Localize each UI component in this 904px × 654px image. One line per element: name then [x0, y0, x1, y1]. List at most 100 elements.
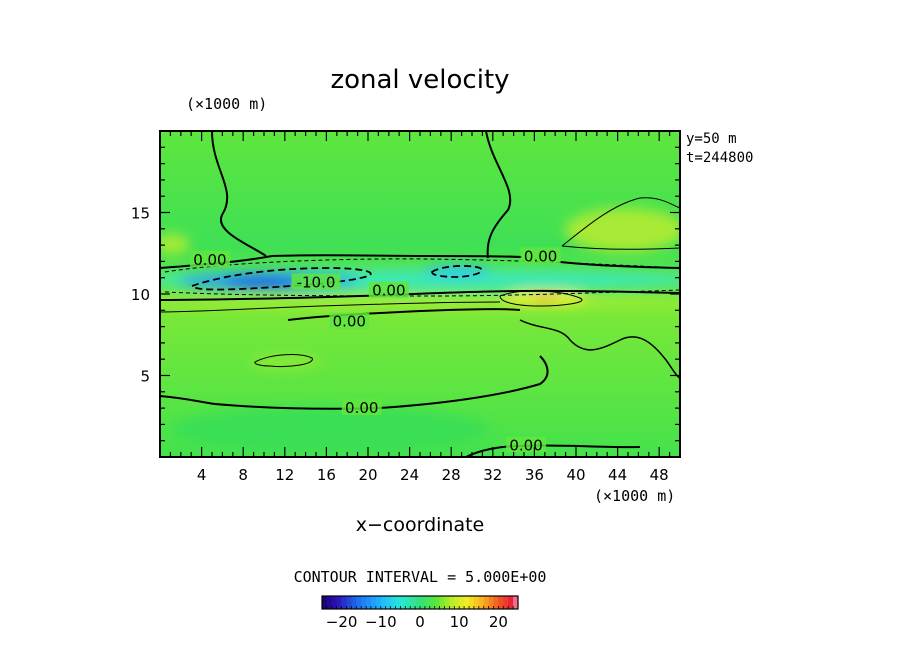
colorbar-cell	[385, 596, 391, 609]
south-lighter	[170, 406, 490, 454]
colorbar-cell	[439, 596, 445, 609]
contour-label-bg	[189, 250, 230, 267]
ne-positive	[565, 208, 680, 252]
colorbar-cell	[444, 596, 450, 609]
contour-pos5-east	[499, 290, 583, 307]
x-axis-label: x−coordinate	[356, 514, 485, 536]
colorbar-cell	[454, 596, 460, 609]
contour-neg10-east	[431, 265, 483, 278]
colorbar-cell	[429, 596, 435, 609]
colorbar-cell	[400, 596, 406, 609]
colorbar-cell	[488, 596, 494, 609]
colorbar-cell	[361, 596, 367, 609]
colorbar-cell	[346, 596, 352, 609]
colorbar-cell	[390, 596, 396, 609]
colorbar-cell	[405, 596, 411, 609]
y-tick-label: 10	[131, 286, 150, 304]
positive-band	[160, 296, 680, 308]
x-tick-label: 8	[238, 466, 248, 484]
contour-label-bg	[329, 312, 370, 329]
colorbar-cell	[415, 596, 421, 609]
colorbar-cell	[366, 596, 372, 609]
contour-label: -10.0	[297, 274, 336, 292]
colorbar-cell	[351, 596, 357, 609]
x-tick-label: 40	[566, 466, 585, 484]
colorbar-cell	[473, 596, 480, 609]
colorbar-cell	[326, 596, 333, 609]
x-tick-label: 36	[525, 466, 544, 484]
colorbar-cells	[322, 596, 519, 609]
x-tick-label: 44	[608, 466, 627, 484]
contour-label-bg	[291, 273, 341, 290]
contour-zero-mid	[287, 308, 521, 321]
colorbar-tick-label: 20	[489, 613, 508, 631]
y-tick-labels: 5 10 15	[131, 205, 150, 386]
contour-pos5-ne	[561, 197, 680, 250]
colorbar-tick-label: 10	[450, 613, 469, 631]
axis-ticks	[160, 131, 680, 457]
contour-label: 0.00	[372, 282, 405, 300]
colorbar-cell	[508, 596, 514, 609]
contour-label: 0.00	[509, 437, 542, 455]
colorbar-cell	[380, 596, 386, 609]
contour-zero-north-right	[485, 131, 512, 259]
y-axis-unit: (×1000 m)	[186, 95, 267, 113]
colorbar-cell	[503, 596, 509, 609]
contour-pos5-south	[160, 301, 501, 313]
contour-label: 0.00	[524, 248, 557, 266]
colorbar-cell	[371, 596, 377, 609]
colorbar-cell	[513, 596, 519, 609]
y-tick-label: 15	[131, 205, 150, 223]
contour-label-bg	[341, 399, 382, 416]
contour-label-bg	[520, 247, 561, 264]
contour-label: 0.00	[193, 251, 226, 269]
contour-label: 0.00	[333, 313, 366, 331]
colorbar-tick-label: 0	[415, 613, 425, 631]
x-tick-label: 20	[358, 466, 377, 484]
colorbar-ticks	[321, 606, 519, 609]
x-tick-label: 28	[442, 466, 461, 484]
colorbar-cell	[410, 596, 416, 609]
contour-pos5-mid	[254, 354, 313, 367]
colorbar-cell	[464, 596, 470, 609]
info-line-2: t=244800	[686, 150, 753, 166]
colorbar-cell	[449, 596, 455, 609]
colorbar-cell	[356, 596, 362, 609]
y-tick-label: 5	[140, 368, 150, 386]
colorbar-cell	[434, 596, 440, 609]
info-block: y=50 m t=244800	[686, 131, 753, 166]
colorbar-cell	[420, 596, 426, 609]
nw-positive	[160, 234, 190, 254]
colorbar-tick-label: −20	[326, 613, 358, 631]
colorbar-cell	[483, 596, 489, 609]
x-tick-label: 4	[197, 466, 207, 484]
x-tick-label: 12	[275, 466, 294, 484]
x-tick-labels: 4 8 12 16 20 24 28 32 36 40 44 48	[197, 466, 669, 484]
max-east-inner	[533, 294, 557, 302]
contour-wiggle-se	[519, 319, 680, 379]
contour-label-bg	[506, 436, 547, 453]
colorbar: −20 −10 0 10 20	[321, 595, 519, 631]
colorbar-cell	[424, 596, 431, 609]
colorbar-cell	[459, 596, 465, 609]
colorbar-cell	[469, 596, 475, 609]
colorbar-cell	[498, 596, 504, 609]
colorbar-cell	[395, 596, 401, 609]
info-line-1: y=50 m	[686, 131, 737, 147]
contour-zero-south	[160, 289, 680, 301]
x-tick-label: 16	[317, 466, 336, 484]
x-tick-label: 24	[400, 466, 419, 484]
colorbar-cell	[493, 596, 499, 609]
colorbar-cell	[375, 596, 382, 609]
contour-labels: 0.00 -10.0 0.00 0.00 0.00 0.00 0.00	[189, 247, 561, 455]
contour-neg10-west	[190, 267, 372, 291]
colorbar-cell	[336, 596, 342, 609]
x-tick-label: 48	[650, 466, 669, 484]
contour-label: 0.00	[345, 399, 378, 417]
colorbar-tick-label: −10	[365, 613, 397, 631]
colorbar-cell	[341, 596, 347, 609]
contour-interval-note: CONTOUR INTERVAL = 5.000E+00	[294, 568, 547, 586]
contour-zero-north-left	[211, 131, 267, 257]
colorbar-cell	[478, 596, 484, 609]
